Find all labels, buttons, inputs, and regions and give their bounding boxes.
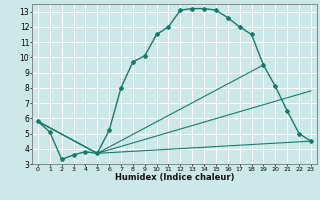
X-axis label: Humidex (Indice chaleur): Humidex (Indice chaleur) (115, 173, 234, 182)
